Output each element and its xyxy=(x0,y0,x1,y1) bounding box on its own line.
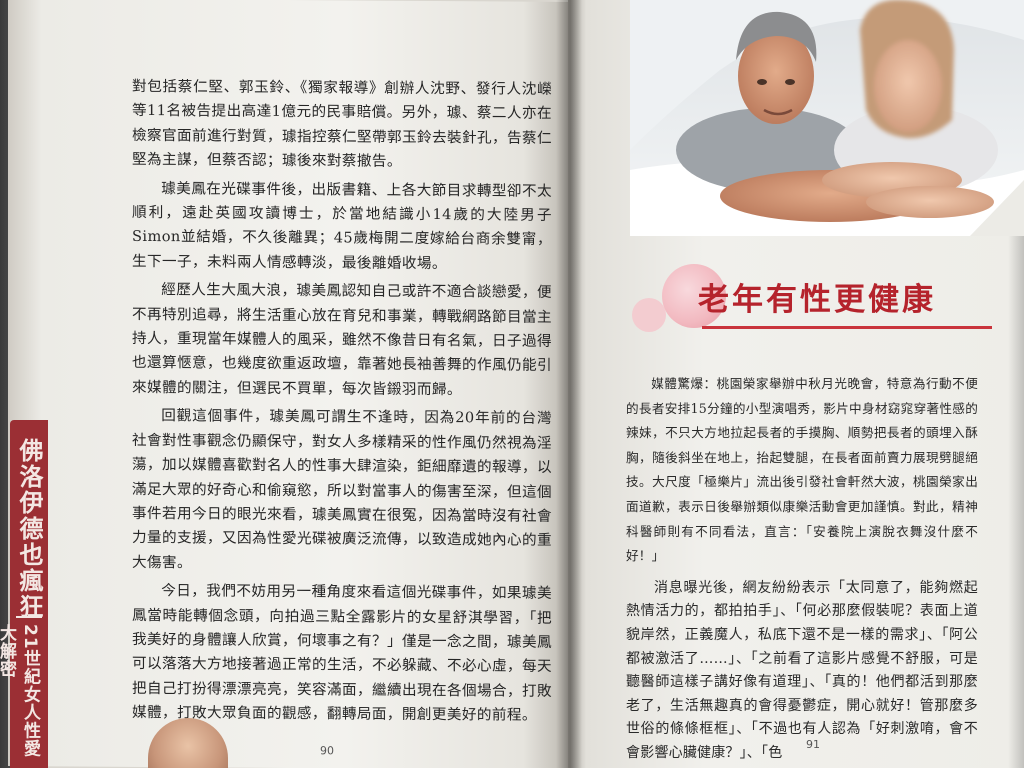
decorative-circle xyxy=(662,264,726,328)
right-paragraph: 消息曝光後，網友紛紛表示「太同意了，能夠燃起熱情活力的，都拍拍手」、「何必那麼假… xyxy=(626,579,978,761)
couple-photo xyxy=(630,0,1024,236)
left-paragraph: 經歷人生大風大浪，璩美鳳認知自己或許不適合談戀愛，便不再特別追尋，將生活重心放在… xyxy=(132,281,552,399)
left-paragraph: 回觀這個事件，璩美鳳可謂生不逢時，因為20年前的台灣社會對性事觀念仍顯保守，對女… xyxy=(132,407,552,572)
left-page-body: 對包括蔡仁堅、郭玉鈴、《獨家報導》創辦人沈野、發行人沈嶸等11名被告提出高達1億… xyxy=(132,75,552,732)
couple-photo-illustration xyxy=(630,0,1024,236)
right-paragraph: 媒體驚爆：桃園榮家舉辦中秋月光晚會，特意為行動不便的長者安排15分鐘的小型演唱秀… xyxy=(626,376,978,564)
page-number-left: 90 xyxy=(320,744,334,758)
book-subtitle: 21世紀女人性愛大解密 xyxy=(0,616,42,768)
book-title: 佛洛伊德也瘋狂 xyxy=(15,438,43,620)
left-paragraph: 對包括蔡仁堅、郭玉鈴、《獨家報導》創辦人沈野、發行人沈嶸等11名被告提出高達1億… xyxy=(132,77,552,171)
left-paragraph: 璩美鳳在光碟事件後，出版書籍、上各大節目求轉型卻不太順利，遠赴英國攻讀博士，於當… xyxy=(132,179,552,272)
right-page-body: 媒體驚爆：桃園榮家舉辦中秋月光晚會，特意為行動不便的長者安排15分鐘的小型演唱秀… xyxy=(626,372,978,768)
chapter-heading: 老年有性更健康 xyxy=(632,264,992,334)
left-paragraph: 今日，我們不妨用另一種角度來看這個光碟事件，如果璩美鳳當時能轉個念頭，向拍過三點… xyxy=(132,582,552,724)
heading-underline xyxy=(702,326,992,329)
decorative-circle xyxy=(632,298,666,332)
book-gutter-shadow xyxy=(556,0,582,768)
page-number-right: 91 xyxy=(806,738,820,751)
chapter-side-tab: 佛洛伊德也瘋狂 21世紀女人性愛大解密 xyxy=(0,420,48,768)
chapter-title: 老年有性更健康 xyxy=(698,282,936,318)
left-page: 對包括蔡仁堅、郭玉鈴、《獨家報導》創辦人沈野、發行人沈嶸等11名被告提出高達1億… xyxy=(8,0,568,768)
